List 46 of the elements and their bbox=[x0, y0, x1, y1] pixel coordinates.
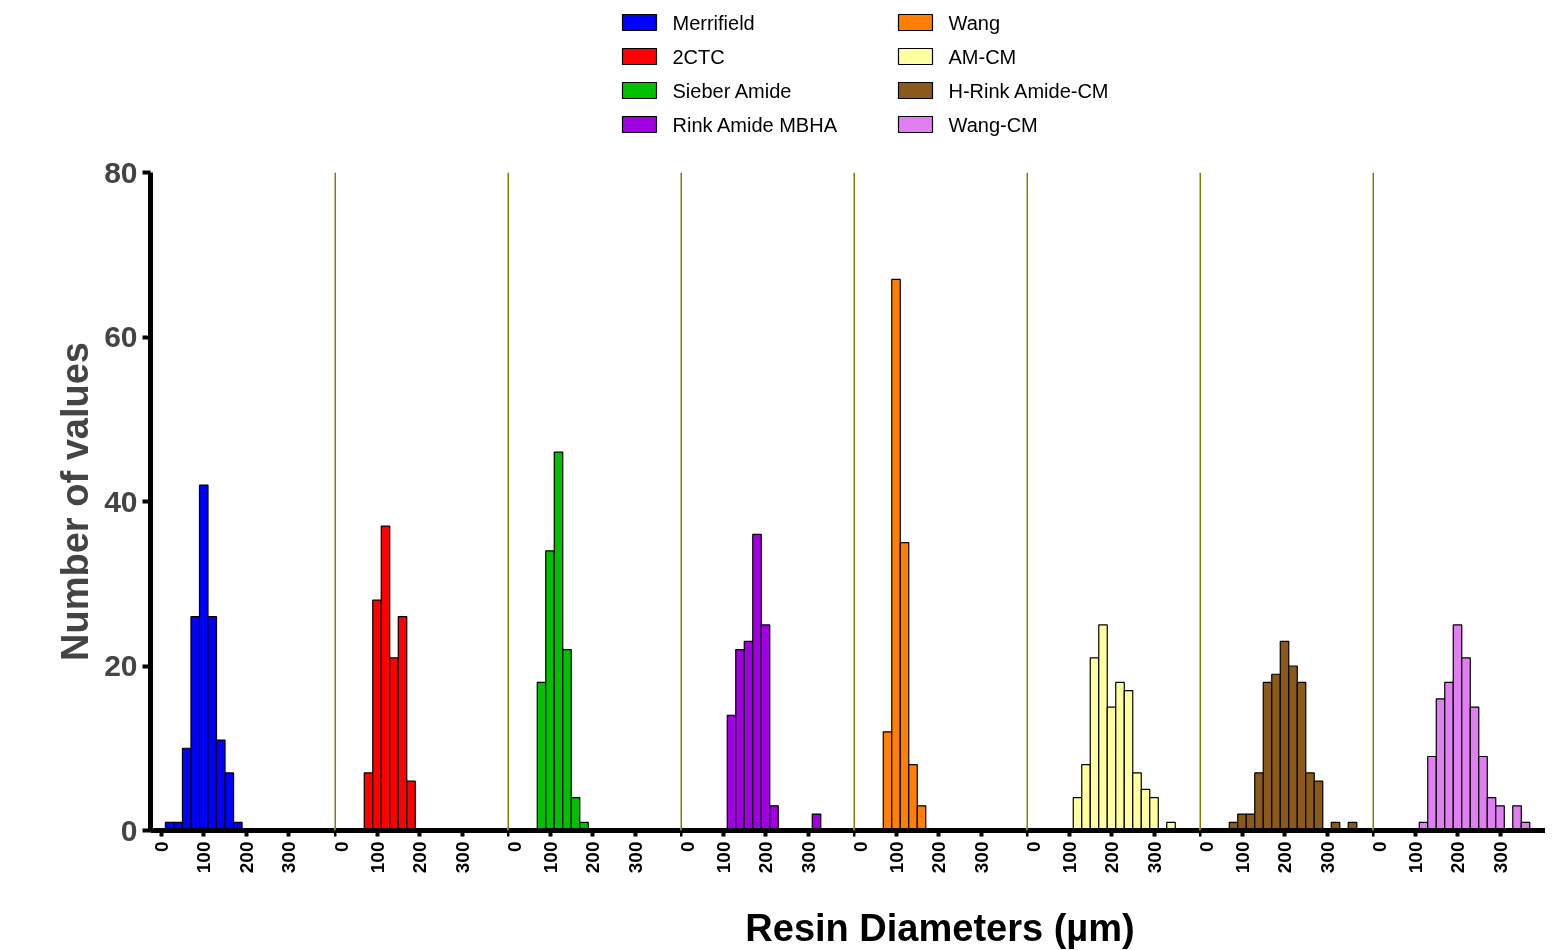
x-tick-label: 100 bbox=[366, 841, 388, 874]
legend-label: Wang-CM bbox=[948, 113, 1038, 136]
x-tick-label: 300 bbox=[1143, 841, 1165, 874]
x-tick-label: 200 bbox=[1274, 841, 1296, 874]
x-tick-label: 0 bbox=[1195, 841, 1217, 853]
y-tick-label: 20 bbox=[104, 649, 138, 682]
legend-label: H-Rink Amide-CM bbox=[948, 79, 1109, 102]
legend-label: AM-CM bbox=[948, 45, 1017, 68]
x-axis-title: Resin Diameters (µm) bbox=[745, 906, 1135, 949]
x-tick-label: 300 bbox=[970, 841, 992, 874]
x-tick-label: 0 bbox=[849, 841, 871, 853]
x-tick-label: 300 bbox=[1489, 841, 1511, 874]
legend-label: Rink Amide MBHA bbox=[672, 113, 838, 136]
x-tick-label: 0 bbox=[1022, 841, 1044, 853]
x-tick-label: 200 bbox=[1447, 841, 1469, 874]
x-tick-label: 0 bbox=[1368, 841, 1390, 853]
x-tick-label: 100 bbox=[1404, 841, 1426, 874]
x-tick-label: 100 bbox=[885, 841, 907, 874]
x-tick-label: 200 bbox=[235, 841, 257, 874]
x-tick-label: 200 bbox=[409, 841, 431, 874]
x-tick-label: 100 bbox=[193, 841, 215, 874]
x-tick-label: 300 bbox=[797, 841, 819, 874]
x-tick-label: 100 bbox=[1058, 841, 1080, 874]
y-tick-label: 40 bbox=[104, 484, 138, 518]
legend-label: Merrifield bbox=[672, 11, 755, 34]
x-tick-label: 0 bbox=[676, 841, 698, 853]
x-tick-label: 300 bbox=[451, 841, 473, 874]
x-tick-label: 200 bbox=[928, 841, 950, 874]
x-tick-label: 0 bbox=[150, 841, 172, 853]
x-tick-label: 100 bbox=[539, 841, 561, 874]
legend-label: 2CTC bbox=[672, 45, 725, 68]
x-tick-label: 300 bbox=[278, 841, 300, 874]
x-tick-label: 100 bbox=[712, 841, 734, 874]
x-tick-label: 200 bbox=[1101, 841, 1123, 874]
x-tick-label: 100 bbox=[1231, 841, 1253, 874]
x-tick-label: 300 bbox=[1316, 841, 1338, 874]
legend-label: Sieber Amide bbox=[672, 79, 792, 102]
y-tick-label: 60 bbox=[104, 320, 138, 353]
legend-label: Wang bbox=[948, 11, 1001, 34]
x-tick-label: 0 bbox=[503, 841, 525, 853]
y-axis-title: Number of values bbox=[54, 342, 97, 661]
x-tick-label: 0 bbox=[330, 841, 352, 853]
x-tick-label: 200 bbox=[755, 841, 777, 874]
x-tick-label: 200 bbox=[582, 841, 604, 874]
x-tick-label: 300 bbox=[624, 841, 646, 874]
y-tick-label: 80 bbox=[104, 155, 138, 189]
